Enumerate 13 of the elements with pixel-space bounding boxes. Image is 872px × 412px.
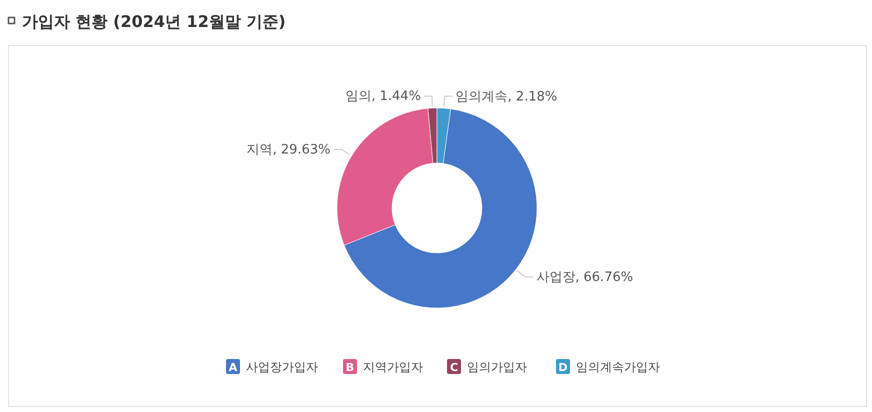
legend-label: 지역가입자 (363, 360, 423, 374)
text: C (450, 361, 458, 374)
data-label: 임의계속, 2.18% (456, 89, 558, 104)
legend-label: 임의가입자 (467, 360, 527, 374)
data-label: 임의, 1.44% (345, 89, 421, 104)
data-label: 사업장, 66.76% (536, 270, 634, 285)
text: A (228, 361, 238, 374)
chart-title: 가입자 현황 (2024년 12월말 기준) (22, 12, 286, 31)
legend-label: 임의계속가입자 (576, 360, 660, 374)
legend-label: 사업장가입자 (246, 360, 318, 374)
data-label: 지역, 29.63% (246, 142, 330, 158)
text: D (558, 361, 568, 374)
text: B (346, 361, 354, 374)
